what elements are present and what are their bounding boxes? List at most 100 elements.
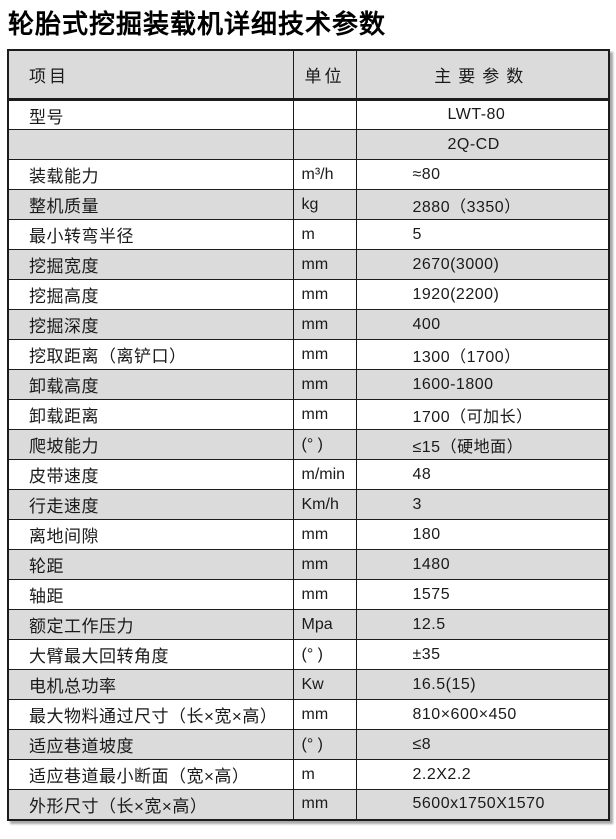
spec-item-label: 离地间隙 [7, 519, 294, 551]
table-row: 离地间隙 mm 180 [7, 519, 610, 551]
table-row: 适应巷道坡度 (° ) ≤8 [7, 729, 610, 761]
spec-value: 1920(2200) [355, 279, 610, 311]
spec-unit: m³/h [292, 159, 357, 191]
table-row: 最小转弯半径 m 5 [7, 219, 610, 251]
spec-value: 5600x1750X1570 [355, 789, 610, 821]
spec-value: 1575 [355, 579, 610, 611]
spec-unit [292, 99, 357, 131]
spec-value: 5 [355, 219, 610, 251]
header-row: 项目 单位 主要参数 [7, 49, 610, 102]
spec-item-label: 卸载距离 [7, 399, 294, 431]
table-row: 外形尺寸（长×宽×高） mm 5600x1750X1570 [7, 789, 610, 821]
spec-value: 48 [355, 459, 610, 491]
table-row: 挖掘深度 mm 400 [7, 309, 610, 341]
spec-item-label: 额定工作压力 [7, 609, 294, 641]
table-row: 电机总功率 Kw 16.5(15) [7, 669, 610, 701]
spec-unit: (° ) [292, 639, 357, 671]
spec-unit: mm [292, 339, 357, 371]
spec-value: 2880（3350） [355, 189, 610, 221]
column-header-parameters: 主要参数 [355, 49, 610, 102]
spec-unit: (° ) [292, 729, 357, 761]
spec-unit: Km/h [292, 489, 357, 521]
spec-item-label: 挖掘宽度 [7, 249, 294, 281]
spec-value: ≤15（硬地面） [355, 429, 610, 461]
spec-value: 1480 [355, 549, 610, 581]
spec-item-label: 轴距 [7, 579, 294, 611]
spec-unit: mm [292, 279, 357, 311]
spec-item-label: 大臂最大回转角度 [7, 639, 294, 671]
spec-value: 810×600×450 [355, 699, 610, 731]
spec-value: LWT-80 [355, 99, 610, 131]
spec-value: 1600-1800 [355, 369, 610, 401]
table-row: 爬坡能力 (° ) ≤15（硬地面） [7, 429, 610, 461]
table-row: 2Q-CD [7, 129, 610, 161]
spec-item-label: 外形尺寸（长×宽×高） [7, 789, 294, 821]
spec-value: 2.2X2.2 [355, 759, 610, 791]
table-row: 挖取距离（离铲口） mm 1300（1700） [7, 339, 610, 371]
table-row: 卸载高度 mm 1600-1800 [7, 369, 610, 401]
spec-item-label: 皮带速度 [7, 459, 294, 491]
spec-unit: Mpa [292, 609, 357, 641]
table-row: 适应巷道最小断面（宽×高） m 2.2X2.2 [7, 759, 610, 791]
spec-value: 3 [355, 489, 610, 521]
spec-item-label: 轮距 [7, 549, 294, 581]
spec-unit: mm [292, 519, 357, 551]
spec-unit: m [292, 219, 357, 251]
spec-unit: mm [292, 249, 357, 281]
column-header-unit: 单位 [292, 49, 357, 102]
spec-value: ≈80 [355, 159, 610, 191]
spec-unit: mm [292, 699, 357, 731]
table-row: 整机质量 kg 2880（3350） [7, 189, 610, 221]
spec-unit: (° ) [292, 429, 357, 461]
spec-table: 项目 单位 主要参数 型号 LWT-80 2Q-CD 装载能力 m³/h ≈80… [7, 48, 610, 821]
spec-value: ≤8 [355, 729, 610, 761]
spec-item-label: 挖取距离（离铲口） [7, 339, 294, 371]
spec-value: 400 [355, 309, 610, 341]
table-row: 行走速度 Km/h 3 [7, 489, 610, 521]
spec-value: 1300（1700） [355, 339, 610, 371]
spec-item-label: 挖掘深度 [7, 309, 294, 341]
table-row: 皮带速度 m/min 48 [7, 459, 610, 491]
spec-unit: mm [292, 549, 357, 581]
spec-value: 12.5 [355, 609, 610, 641]
spec-unit: mm [292, 399, 357, 431]
spec-item-label: 挖掘高度 [7, 279, 294, 311]
spec-unit: m/min [292, 459, 357, 491]
table-row: 卸载距离 mm 1700（可加长） [7, 399, 610, 431]
spec-item-label: 适应巷道坡度 [7, 729, 294, 761]
table-body: 型号 LWT-80 2Q-CD 装载能力 m³/h ≈80 整机质量 kg 28… [7, 99, 610, 821]
spec-item-label: 整机质量 [7, 189, 294, 221]
spec-unit: mm [292, 369, 357, 401]
spec-item-label: 行走速度 [7, 489, 294, 521]
spec-item-label: 装载能力 [7, 159, 294, 191]
table-row: 最大物料通过尺寸（长×宽×高） mm 810×600×450 [7, 699, 610, 731]
table-row: 挖掘高度 mm 1920(2200) [7, 279, 610, 311]
spec-value: 2Q-CD [355, 129, 610, 161]
spec-value: 1700（可加长） [355, 399, 610, 431]
page-title: 轮胎式挖掘装载机详细技术参数 [8, 9, 387, 39]
table-row: 挖掘宽度 mm 2670(3000) [7, 249, 610, 281]
spec-value: 180 [355, 519, 610, 551]
spec-unit: kg [292, 189, 357, 221]
spec-unit: mm [292, 309, 357, 341]
table-header: 项目 单位 主要参数 [7, 49, 610, 102]
spec-item-label: 最大物料通过尺寸（长×宽×高） [7, 699, 294, 731]
spec-value: 16.5(15) [355, 669, 610, 701]
spec-item-label: 电机总功率 [7, 669, 294, 701]
spec-unit: Kw [292, 669, 357, 701]
spec-item-label: 爬坡能力 [7, 429, 294, 461]
spec-item-label: 卸载高度 [7, 369, 294, 401]
spec-value: 2670(3000) [355, 249, 610, 281]
table-row: 轴距 mm 1575 [7, 579, 610, 611]
spec-unit: mm [292, 579, 357, 611]
table-row: 型号 LWT-80 [7, 99, 610, 131]
spec-unit: mm [292, 789, 357, 821]
spec-unit [292, 129, 357, 161]
table-row: 额定工作压力 Mpa 12.5 [7, 609, 610, 641]
spec-unit: m [292, 759, 357, 791]
spec-item-label: 适应巷道最小断面（宽×高） [7, 759, 294, 791]
table-row: 装载能力 m³/h ≈80 [7, 159, 610, 191]
spec-item-label [7, 129, 294, 161]
spec-value: ±35 [355, 639, 610, 671]
